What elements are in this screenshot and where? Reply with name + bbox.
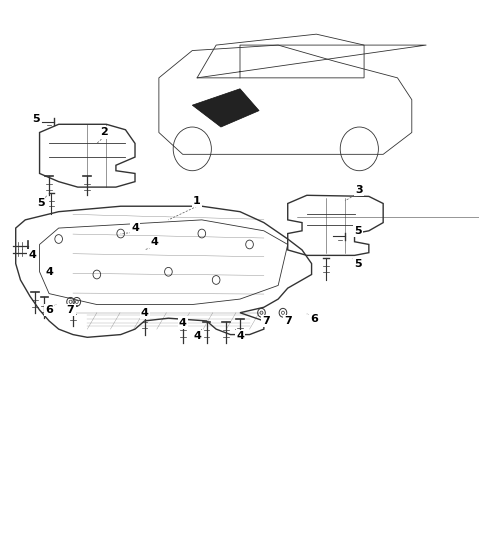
Text: 7: 7: [263, 316, 270, 326]
Text: 7: 7: [67, 305, 74, 315]
Text: 4: 4: [193, 330, 201, 341]
Text: 4: 4: [150, 237, 158, 247]
Text: 1: 1: [193, 196, 201, 206]
Text: 5: 5: [36, 199, 44, 209]
Text: 4: 4: [179, 317, 187, 328]
Text: 7: 7: [284, 316, 291, 326]
Text: 6: 6: [45, 305, 53, 315]
Text: 5: 5: [355, 259, 362, 268]
Text: 5: 5: [355, 226, 362, 236]
Text: 5: 5: [32, 114, 39, 124]
Text: 4: 4: [141, 308, 148, 318]
Text: 3: 3: [356, 185, 363, 195]
Text: 4: 4: [28, 250, 36, 260]
Polygon shape: [192, 89, 259, 127]
Text: 4: 4: [45, 267, 53, 277]
Text: 4: 4: [236, 330, 244, 341]
Text: 4: 4: [131, 223, 139, 233]
Text: 6: 6: [310, 314, 318, 324]
Text: 2: 2: [100, 127, 108, 137]
